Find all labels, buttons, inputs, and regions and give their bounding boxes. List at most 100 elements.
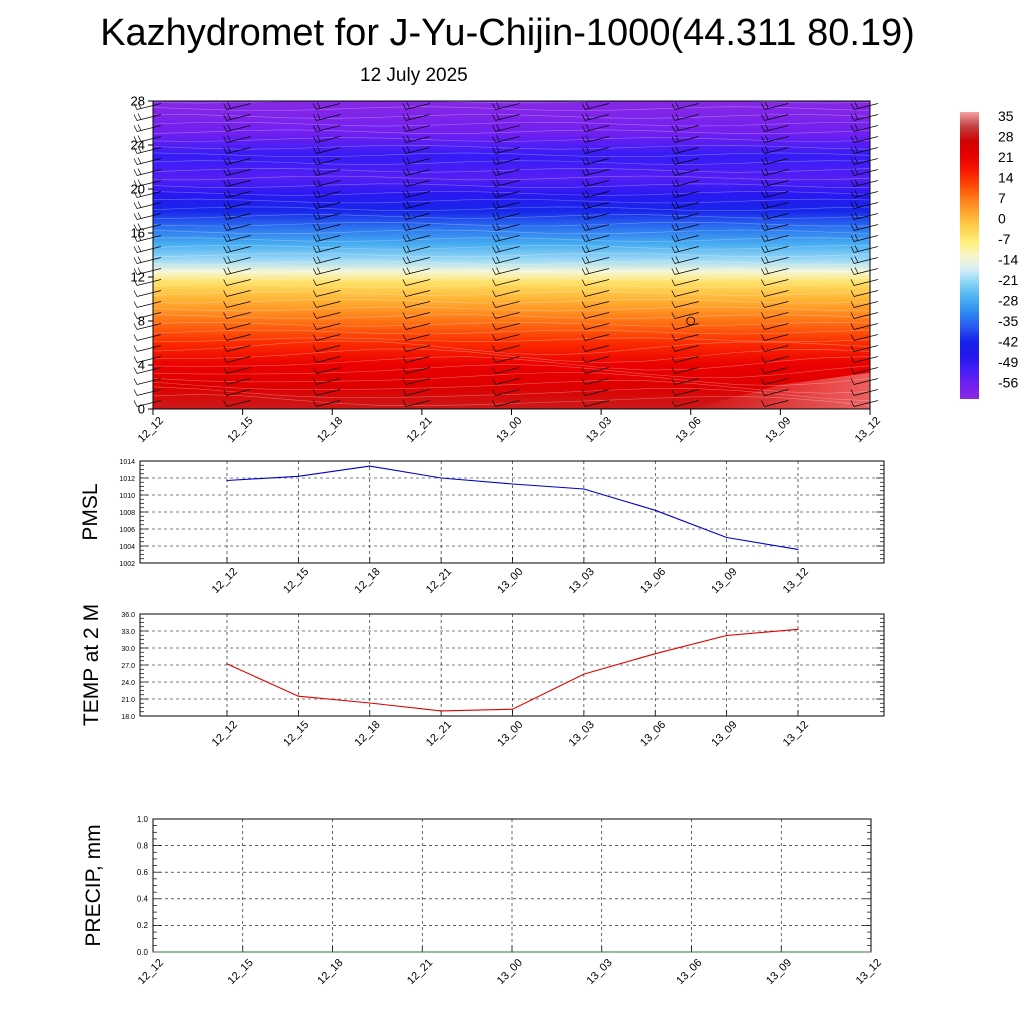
wind-barb — [850, 135, 879, 143]
isotherm-line — [152, 306, 871, 312]
y-tick-label: 33.0 — [121, 629, 135, 636]
colorbar-label: -56 — [998, 375, 1018, 391]
colorbar-label: -49 — [998, 354, 1018, 370]
wind-barb — [133, 135, 162, 143]
x-tick-label: 13_00 — [495, 566, 525, 596]
wind-barb — [761, 267, 789, 275]
wind-barb — [223, 256, 251, 264]
data-point — [654, 653, 656, 655]
y-tick-label: 24.0 — [121, 680, 135, 687]
wind-barb — [581, 301, 610, 308]
data-point — [369, 465, 371, 467]
wind-barb — [850, 245, 879, 253]
wind-barb — [492, 245, 520, 253]
wind-barb — [223, 157, 251, 165]
isotherm-line — [152, 283, 870, 289]
isotherm-line — [152, 321, 871, 327]
y-tick-label: 18.0 — [121, 714, 135, 721]
wind-barb — [761, 356, 789, 363]
wind-barb — [581, 345, 610, 352]
wind-barb — [850, 267, 879, 275]
wind-barb — [761, 212, 789, 220]
x-tick-label: 12_21 — [405, 415, 435, 445]
wind-barb — [402, 356, 430, 363]
wind-barb — [761, 378, 789, 385]
wind-barb — [402, 234, 430, 242]
wind-barb — [850, 168, 879, 176]
wind-barb — [581, 102, 610, 110]
wind-barb — [850, 190, 879, 198]
heatmap-field — [153, 101, 870, 409]
y-tick-label: 21.0 — [121, 697, 135, 704]
wind-barb — [581, 367, 610, 374]
wind-barb — [133, 400, 162, 407]
wind-barb — [402, 301, 430, 308]
wind-barb — [133, 168, 162, 176]
x-tick-label: 12_21 — [424, 566, 454, 596]
isotherm-line — [152, 214, 871, 219]
wind-barb — [312, 356, 341, 363]
y-tick-label: 28 — [131, 94, 145, 109]
wind-barb — [492, 367, 520, 374]
y-tick-label: 36.0 — [121, 612, 135, 619]
wind-barb — [581, 190, 610, 198]
wind-barb — [850, 367, 879, 374]
wind-barb — [223, 179, 251, 187]
isotherm-line — [152, 137, 871, 142]
wind-barb — [133, 378, 162, 385]
wind-barb — [312, 135, 341, 143]
line-panel-1: 1002 1004 1006 1008 1010 1012 1014 12_12 12_15 12… — [79, 459, 885, 596]
wind-barb — [581, 312, 610, 319]
wind-barb — [223, 168, 251, 176]
y-tick-label: 1004 — [119, 544, 135, 551]
wind-barb — [850, 279, 879, 286]
wind-barb — [761, 301, 789, 308]
colorbar-label: 14 — [998, 170, 1014, 186]
x-tick-label: 13_03 — [567, 719, 597, 749]
wind-barb — [671, 190, 699, 198]
wind-barb — [850, 201, 879, 209]
wind-barb — [312, 312, 341, 319]
x-tick-label: 13_09 — [709, 566, 739, 596]
wind-barb — [671, 234, 699, 242]
data-point — [797, 548, 799, 551]
wind-barb — [492, 234, 520, 242]
series-line — [226, 465, 799, 550]
isotherm-lines — [152, 100, 871, 407]
y-tick-label: 0.6 — [137, 868, 149, 877]
wind-barb — [223, 234, 251, 242]
wind-barb — [492, 389, 520, 396]
wind-barb — [133, 146, 162, 154]
wind-barb — [581, 323, 610, 330]
isotherm-line — [152, 275, 871, 281]
colorbar-label: 28 — [998, 129, 1014, 145]
y-tick-label: 1008 — [119, 510, 135, 517]
data-point — [511, 708, 514, 710]
wind-barb — [133, 334, 162, 341]
wind-barb — [581, 124, 610, 132]
wind-barb — [671, 168, 699, 176]
wind-barb — [223, 279, 251, 286]
wind-barb — [223, 345, 251, 352]
wind-barb — [581, 223, 610, 231]
data-point — [511, 483, 514, 485]
data-point — [654, 509, 656, 511]
wind-barb — [223, 201, 251, 209]
isotherm-line — [152, 229, 871, 235]
wind-barb — [223, 124, 251, 132]
wind-barb — [671, 323, 699, 330]
wind-barb — [492, 267, 520, 275]
y-tick-label: 1006 — [119, 527, 135, 534]
isotherm-line — [152, 152, 871, 157]
wind-barb — [492, 201, 520, 209]
y-tick-label: 1012 — [119, 476, 135, 483]
wind-barb — [223, 146, 251, 154]
wind-barb — [850, 334, 879, 341]
wind-barb — [133, 124, 162, 132]
wind-barb — [671, 102, 699, 110]
wind-barb — [581, 334, 610, 341]
wind-barb — [850, 223, 879, 231]
isotherm-line — [152, 121, 871, 127]
wind-barb — [223, 135, 251, 143]
x-tick-label: 13_03 — [584, 415, 614, 445]
